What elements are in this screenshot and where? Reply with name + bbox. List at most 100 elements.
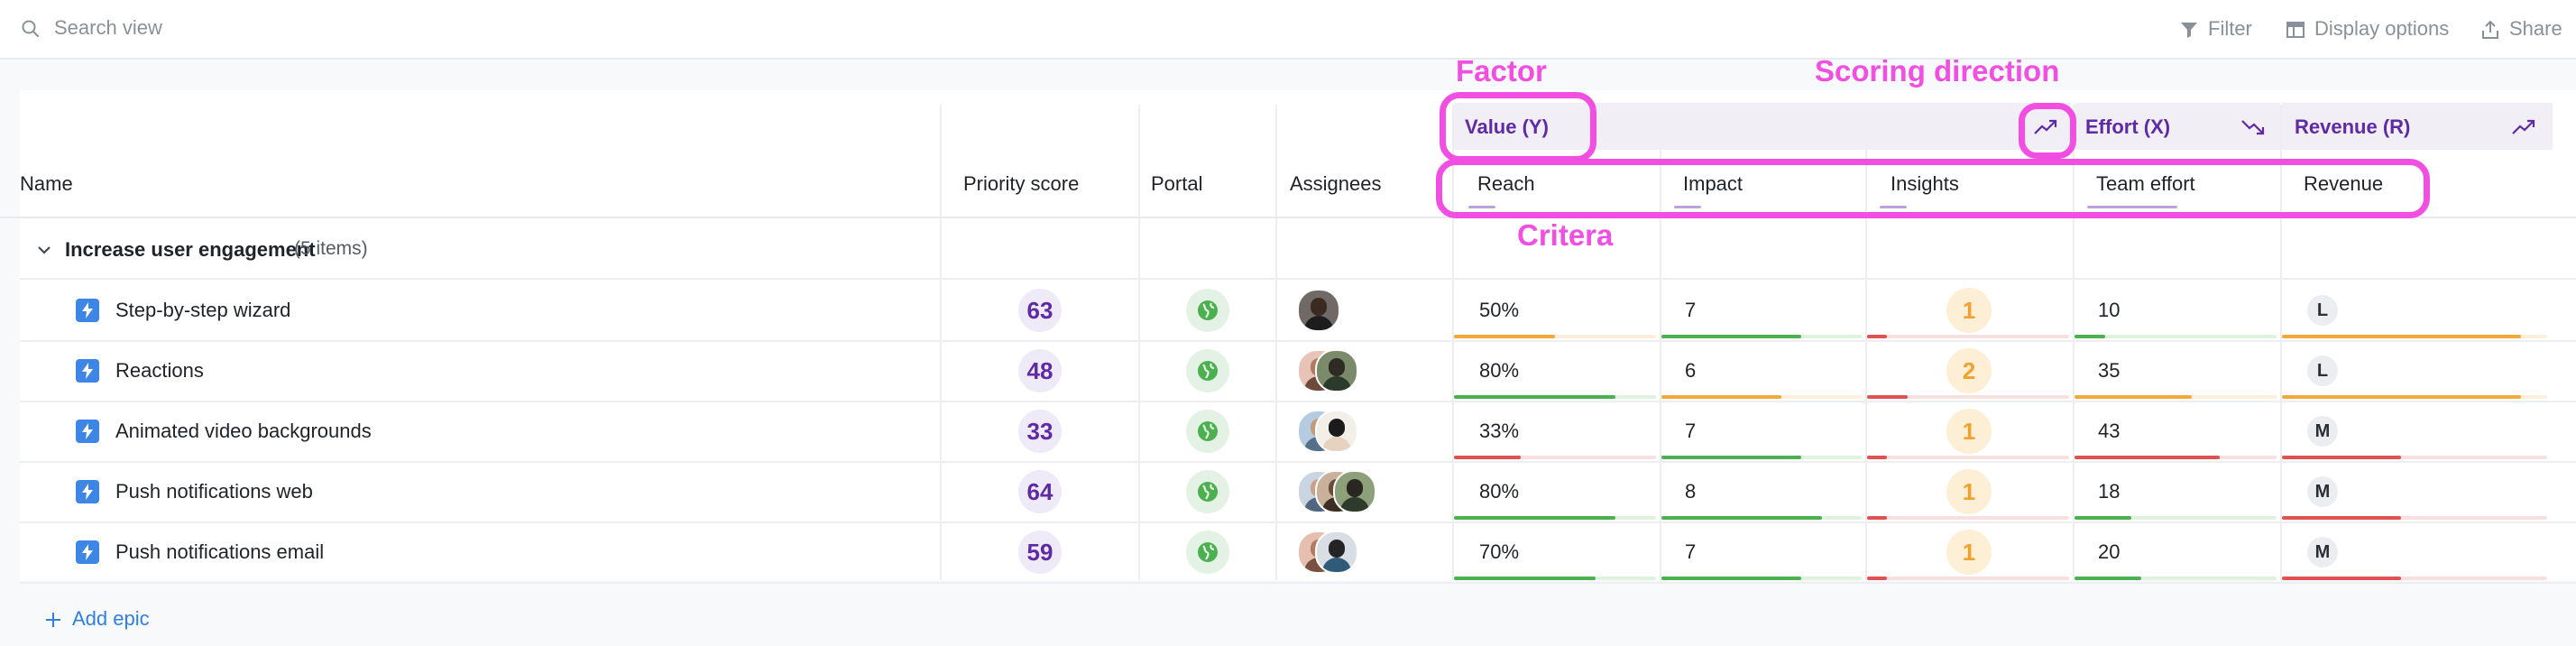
column-header-name[interactable]: Name bbox=[20, 172, 73, 195]
impact-value[interactable]: 6 bbox=[1685, 358, 1697, 382]
reach-bar bbox=[1454, 577, 1596, 580]
insights-badge[interactable]: 2 bbox=[1946, 347, 1992, 393]
impact-value[interactable]: 7 bbox=[1685, 419, 1697, 442]
team-effort-value[interactable]: 18 bbox=[2098, 479, 2121, 503]
epic-name[interactable]: Step-by-step wizard bbox=[115, 298, 291, 321]
reach-value[interactable]: 50% bbox=[1479, 298, 1520, 321]
factor-label-value: Value (Y) bbox=[1465, 115, 1549, 138]
column-header-reach[interactable]: Reach bbox=[1477, 172, 1535, 195]
filter-icon bbox=[2181, 23, 2197, 38]
insights-bar bbox=[1867, 577, 1887, 580]
reach-bar bbox=[1454, 335, 1555, 338]
team-effort-bar-track bbox=[2075, 335, 2277, 338]
avatar[interactable] bbox=[1297, 288, 1340, 332]
display-options-icon bbox=[2286, 22, 2305, 38]
toolbar: Search view Filter Display options Share bbox=[0, 0, 2576, 60]
team-effort-bar-track bbox=[2075, 577, 2277, 580]
globe-icon[interactable] bbox=[1186, 348, 1229, 392]
factor-header-effort[interactable] bbox=[2075, 103, 2280, 150]
avatar[interactable] bbox=[1315, 348, 1358, 392]
insights-bar-track bbox=[1867, 516, 2069, 520]
search-icon bbox=[22, 20, 39, 37]
filter-button[interactable]: Filter bbox=[2179, 16, 2252, 42]
team-effort-value[interactable]: 35 bbox=[2098, 358, 2121, 382]
add-epic-button[interactable]: Add epic bbox=[43, 606, 150, 632]
insights-badge[interactable]: 1 bbox=[1946, 408, 1992, 454]
team-effort-value[interactable]: 43 bbox=[2098, 419, 2121, 442]
search-input[interactable]: Search view bbox=[54, 16, 162, 39]
insights-bar bbox=[1867, 335, 1887, 338]
factor-header-value[interactable] bbox=[1454, 103, 2071, 150]
impact-bar bbox=[1661, 577, 1801, 580]
chevron-down-icon[interactable] bbox=[34, 240, 54, 260]
column-header-assignees[interactable]: Assignees bbox=[1290, 172, 1382, 195]
reach-value[interactable]: 70% bbox=[1479, 540, 1520, 563]
insights-badge[interactable]: 1 bbox=[1946, 468, 1992, 514]
insights-badge[interactable]: 1 bbox=[1946, 529, 1992, 575]
impact-value[interactable]: 7 bbox=[1685, 540, 1697, 563]
impact-bar bbox=[1661, 335, 1801, 338]
annotation-direction-box bbox=[2019, 103, 2076, 159]
trend-up-icon[interactable] bbox=[2511, 117, 2536, 137]
epic-name[interactable]: Push notifications email bbox=[115, 540, 325, 563]
share-button[interactable]: Share bbox=[2480, 16, 2562, 42]
avatar[interactable] bbox=[1315, 530, 1358, 574]
factor-label-effort: Effort (X) bbox=[2085, 115, 2171, 138]
column-header-impact[interactable]: Impact bbox=[1683, 172, 1743, 195]
globe-icon[interactable] bbox=[1186, 469, 1229, 513]
globe-icon[interactable] bbox=[1186, 288, 1229, 332]
criterion-weight-indicator bbox=[1880, 206, 1907, 208]
team-effort-value[interactable]: 10 bbox=[2098, 298, 2121, 321]
priority-score-badge: 59 bbox=[1018, 530, 1062, 574]
reach-value[interactable]: 33% bbox=[1479, 419, 1520, 442]
insights-bar-track bbox=[1867, 456, 2069, 459]
annotation-criteria-box bbox=[1436, 159, 2430, 218]
epic-name[interactable]: Push notifications web bbox=[115, 479, 313, 503]
priority-score-badge: 33 bbox=[1018, 409, 1062, 453]
avatar[interactable] bbox=[1315, 409, 1358, 453]
trend-up-icon[interactable] bbox=[2033, 117, 2058, 137]
column-header-portal[interactable]: Portal bbox=[1151, 172, 1203, 195]
revenue-size-badge[interactable]: M bbox=[2307, 536, 2338, 568]
revenue-size-badge[interactable]: L bbox=[2307, 355, 2338, 386]
globe-icon[interactable] bbox=[1186, 409, 1229, 453]
factor-label-revenue: Revenue (R) bbox=[2295, 115, 2411, 138]
group-title[interactable]: Increase user engagement bbox=[65, 238, 316, 261]
share-icon bbox=[2482, 20, 2498, 39]
impact-value[interactable]: 8 bbox=[1685, 479, 1697, 503]
column-header-priority-score[interactable]: Priority score bbox=[963, 172, 1080, 195]
plus-icon bbox=[46, 613, 60, 627]
reach-bar bbox=[1454, 456, 1521, 459]
epic-name[interactable]: Animated video backgrounds bbox=[115, 419, 372, 442]
column-header-revenue[interactable]: Revenue bbox=[2304, 172, 2384, 195]
impact-value[interactable]: 7 bbox=[1685, 298, 1697, 321]
team-effort-bar-track bbox=[2075, 516, 2277, 520]
revenue-size-badge[interactable]: M bbox=[2307, 415, 2338, 447]
column-divider bbox=[1865, 105, 1867, 580]
revenue-bar bbox=[2282, 395, 2521, 399]
trend-down-icon[interactable] bbox=[2240, 117, 2266, 137]
revenue-size-badge[interactable]: L bbox=[2307, 294, 2338, 326]
column-header-insights[interactable]: Insights bbox=[1891, 172, 1959, 195]
team-effort-bar bbox=[2075, 456, 2220, 459]
insights-badge[interactable]: 1 bbox=[1946, 287, 1992, 333]
revenue-size-badge[interactable]: M bbox=[2307, 475, 2338, 507]
annotation-factor-label: Factor bbox=[1456, 54, 1547, 88]
column-divider bbox=[940, 105, 942, 580]
revenue-bar-track bbox=[2282, 516, 2547, 520]
revenue-bar bbox=[2282, 456, 2401, 459]
team-effort-bar bbox=[2075, 335, 2105, 338]
team-effort-value[interactable]: 20 bbox=[2098, 540, 2121, 563]
display-options-button[interactable]: Display options bbox=[2286, 16, 2449, 42]
annotation-criteria-label: Critera bbox=[1517, 218, 1614, 252]
column-header-team-effort[interactable]: Team effort bbox=[2096, 172, 2195, 195]
reach-value[interactable]: 80% bbox=[1479, 358, 1520, 382]
factor-header-revenue[interactable] bbox=[2282, 103, 2553, 150]
header-divider bbox=[0, 217, 2576, 218]
globe-icon[interactable] bbox=[1186, 530, 1229, 574]
priority-score-badge: 48 bbox=[1018, 348, 1062, 392]
impact-bar bbox=[1661, 516, 1822, 520]
epic-name[interactable]: Reactions bbox=[115, 358, 204, 382]
reach-value[interactable]: 80% bbox=[1479, 479, 1520, 503]
avatar[interactable] bbox=[1333, 469, 1376, 513]
